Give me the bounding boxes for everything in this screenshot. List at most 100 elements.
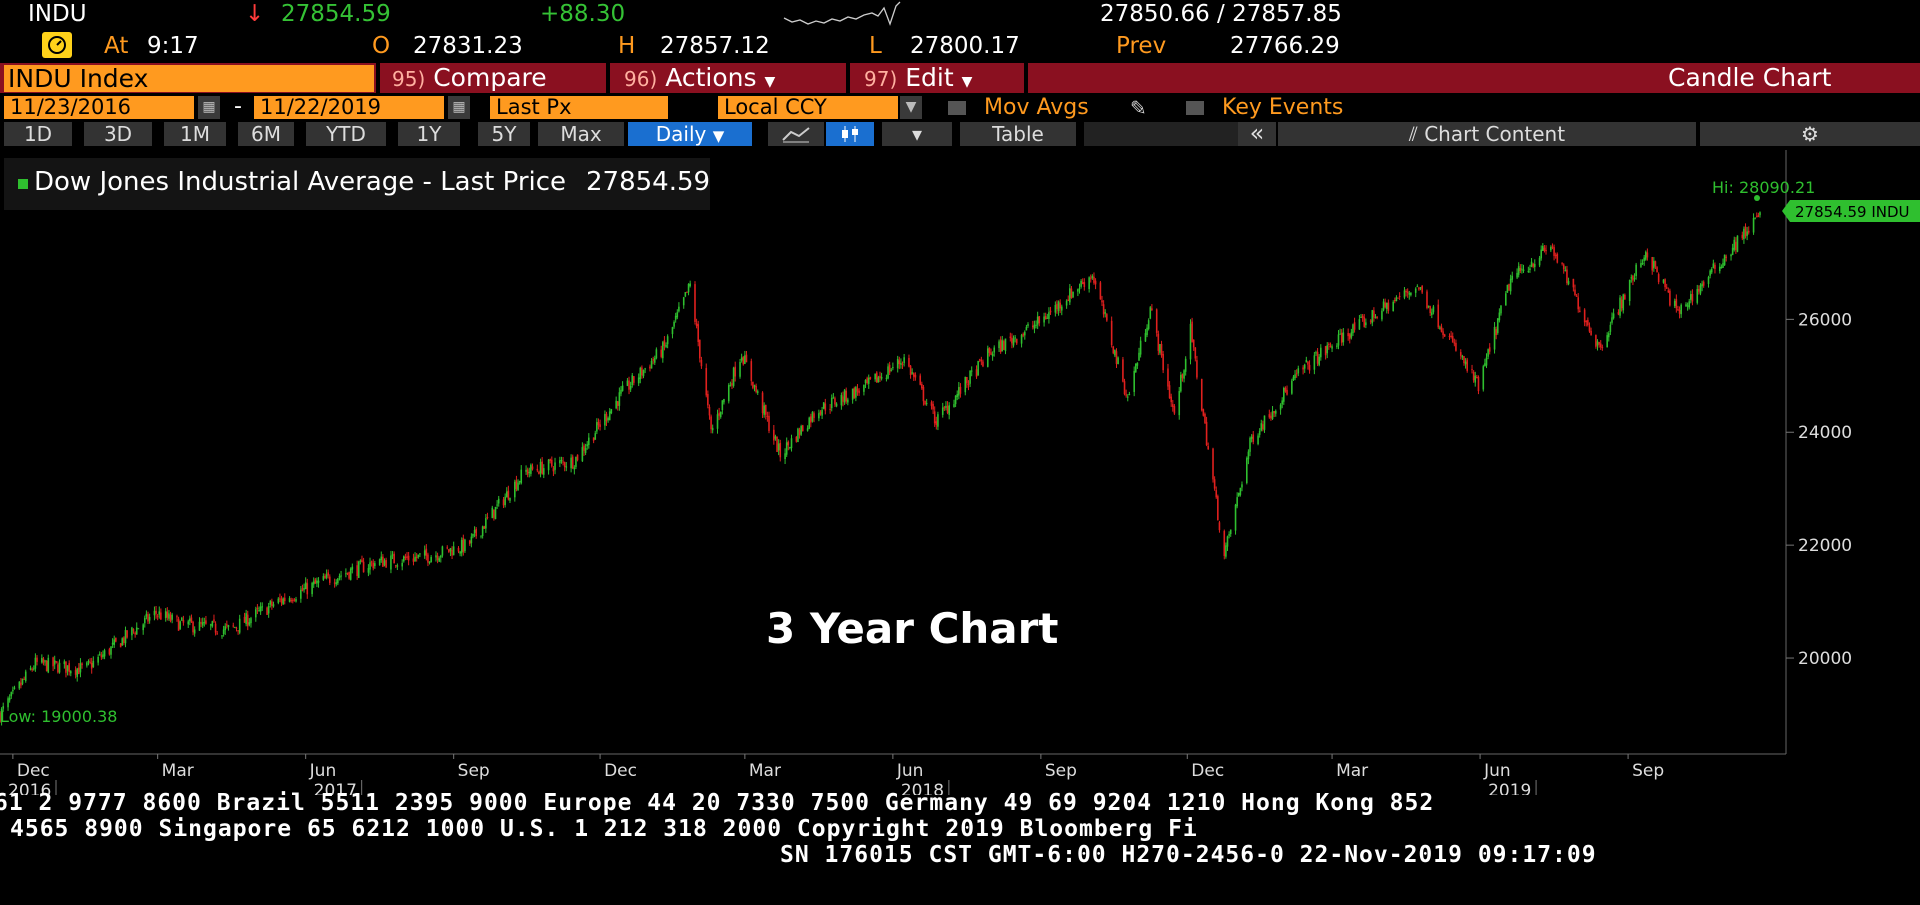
candle-body [134, 632, 136, 635]
candle-body [1022, 333, 1024, 336]
range-button-ytd[interactable]: YTD [306, 122, 386, 146]
edit-menu[interactable]: 97) Edit ▼ [864, 63, 973, 92]
candle-body [1583, 309, 1586, 323]
gear-icon[interactable]: ⚙ [1700, 122, 1920, 146]
candle-body [69, 671, 72, 674]
candle-body [52, 657, 54, 667]
end-date-field[interactable]: 11/22/2019 [254, 96, 444, 119]
candle-body [734, 366, 737, 377]
candle-body [1448, 336, 1451, 338]
mov-avgs-label: Mov Avgs [984, 95, 1089, 120]
range-button-1m[interactable]: 1M [164, 122, 226, 146]
range-button-max[interactable]: Max [538, 122, 624, 146]
candle-body [1384, 302, 1386, 308]
candle-body [1461, 355, 1464, 358]
candle-body [808, 417, 811, 429]
candle-body [238, 618, 241, 633]
candle-body [1718, 266, 1721, 272]
candle-body [131, 627, 133, 636]
candle-body [102, 654, 104, 658]
candle-body [1048, 312, 1050, 319]
candle-body [357, 561, 360, 578]
candle-body [180, 617, 183, 621]
candle-body [615, 400, 617, 409]
range-button-6m[interactable]: 6M [238, 122, 294, 146]
candle-body [697, 324, 700, 342]
range-button-1y[interactable]: 1Y [398, 122, 460, 146]
candle-body [1609, 324, 1612, 332]
range-button-1d[interactable]: 1D [4, 122, 72, 146]
pencil-icon[interactable]: ✎ [1130, 96, 1147, 120]
candle-body [261, 606, 264, 608]
candle-body [283, 597, 286, 602]
candle-body [1596, 341, 1599, 346]
candle-chart-icon[interactable] [826, 122, 874, 146]
candle-body [103, 650, 106, 657]
candle-body [610, 409, 613, 414]
candle-body [237, 630, 239, 632]
actions-menu[interactable]: 96) Actions ▼ [624, 63, 776, 92]
candle-body [616, 401, 619, 407]
candle-body [718, 412, 720, 416]
alert-bell-icon[interactable] [42, 32, 72, 58]
candle-body [990, 352, 992, 355]
candle-body [773, 429, 775, 441]
candle-body [20, 682, 22, 686]
candle-body [36, 657, 38, 662]
candle-chart[interactable]: 2000022000240002600028000 DecMarJunSepDe… [0, 150, 1920, 795]
candle-body [448, 549, 450, 552]
candle-body [1004, 338, 1007, 352]
candle-body [1204, 413, 1206, 423]
candle-body [933, 411, 936, 424]
candle-body [1134, 363, 1137, 373]
collapse-icon[interactable]: « [1238, 121, 1276, 146]
candle-body [1009, 336, 1012, 339]
calendar-icon[interactable]: ▦ [198, 96, 220, 119]
candle-body [1690, 294, 1692, 300]
line-chart-icon[interactable] [768, 122, 824, 146]
candle-body [367, 568, 370, 573]
candle-body [164, 611, 167, 619]
candle-body [1241, 484, 1243, 488]
candle-body [1567, 281, 1570, 285]
chart-content-button[interactable]: ⫽ Chart Content [1278, 122, 1696, 146]
candle-body [1104, 312, 1107, 314]
candle-body [880, 377, 883, 379]
compare-button[interactable]: 95) Compare [392, 63, 547, 92]
mov-avgs-checkbox[interactable] [948, 101, 966, 115]
high-label: H [618, 33, 636, 59]
candle-body [86, 662, 88, 666]
calendar-icon[interactable]: ▦ [448, 96, 470, 119]
range-button-3d[interactable]: 3D [84, 122, 152, 146]
low-annotation: Low: 19000.38 [0, 707, 117, 726]
table-button[interactable]: Table [960, 122, 1076, 146]
range-button-5y[interactable]: 5Y [478, 122, 530, 146]
candle-body [1239, 487, 1242, 495]
candle-body [1644, 251, 1647, 260]
currency-select[interactable]: Local CCY [718, 96, 898, 119]
candle-body [1328, 343, 1330, 345]
candle-body [1376, 316, 1378, 318]
price-field-select[interactable]: Last Px [490, 96, 668, 119]
candle-body [311, 583, 313, 595]
chevron-down-icon[interactable]: ▼ [900, 96, 922, 119]
candle-body [653, 358, 656, 363]
candle-body [1725, 256, 1728, 258]
candle-body [1577, 297, 1580, 310]
chevron-down-icon[interactable]: ▾ [882, 122, 952, 146]
period-select[interactable]: Daily ▼ [628, 122, 752, 146]
candle-body [1069, 288, 1071, 303]
candle-body [32, 668, 35, 670]
candle-body [678, 306, 680, 312]
candle-body [1339, 333, 1341, 335]
candle-body [372, 562, 375, 569]
candle-body [327, 572, 329, 576]
security-field[interactable]: INDU Index [4, 65, 374, 92]
key-events-checkbox[interactable] [1186, 101, 1204, 115]
candle-body [23, 678, 25, 680]
start-date-field[interactable]: 11/23/2016 [4, 96, 194, 119]
candle-body [1091, 275, 1094, 279]
candle-body [1579, 310, 1581, 312]
candle-body [1464, 361, 1467, 365]
candle-body [177, 618, 180, 631]
